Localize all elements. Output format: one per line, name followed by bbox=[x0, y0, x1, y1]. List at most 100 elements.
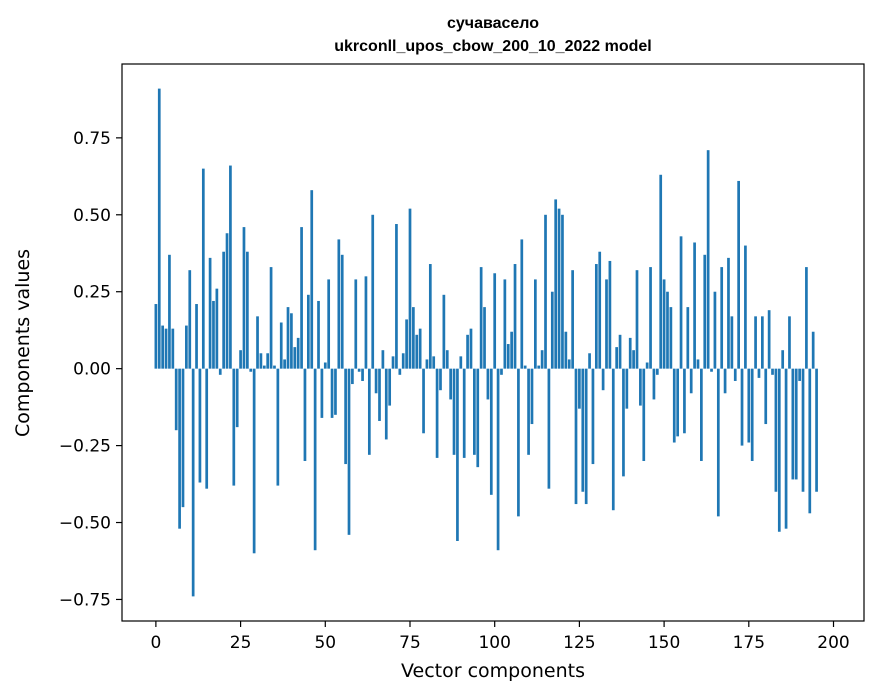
y-axis-label: Components values bbox=[12, 249, 34, 437]
x-tick-label: 175 bbox=[733, 633, 765, 653]
bar-32 bbox=[262, 365, 266, 369]
bar-39 bbox=[286, 307, 290, 369]
bar-171 bbox=[733, 368, 737, 381]
bar-127 bbox=[584, 368, 588, 505]
bar-160 bbox=[696, 359, 700, 369]
bar-166 bbox=[716, 368, 720, 517]
bar-77 bbox=[415, 334, 419, 369]
bar-175 bbox=[747, 368, 751, 443]
bar-153 bbox=[672, 368, 676, 443]
bar-98 bbox=[486, 368, 490, 400]
bar-109 bbox=[523, 365, 527, 369]
bar-69 bbox=[388, 368, 392, 406]
bar-143 bbox=[639, 368, 642, 406]
bar-133 bbox=[605, 279, 608, 369]
bar-34 bbox=[269, 267, 273, 369]
bar-61 bbox=[361, 368, 364, 381]
x-tick-label: 125 bbox=[563, 633, 595, 653]
bar-173 bbox=[740, 368, 744, 446]
bar-28 bbox=[249, 368, 253, 372]
y-tick-label: −0.75 bbox=[59, 590, 111, 610]
bar-81 bbox=[428, 264, 432, 369]
bar-167 bbox=[720, 267, 724, 369]
chart-title: сучавасело bbox=[447, 15, 539, 32]
x-tick-label: 25 bbox=[230, 633, 252, 653]
bar-152 bbox=[669, 307, 673, 369]
bar-70 bbox=[391, 356, 395, 369]
bar-120 bbox=[561, 214, 564, 369]
bar-189 bbox=[794, 368, 798, 480]
bar-126 bbox=[581, 368, 585, 492]
bar-31 bbox=[259, 353, 263, 369]
bar-74 bbox=[405, 319, 408, 369]
bar-3 bbox=[164, 328, 168, 369]
bar-88 bbox=[452, 368, 456, 455]
bar-148 bbox=[655, 368, 659, 375]
bar-72 bbox=[398, 368, 402, 375]
chart-subtitle: ukrconll_upos_cbow_200_10_2022 model bbox=[334, 38, 651, 55]
bar-101 bbox=[496, 368, 500, 551]
bar-67 bbox=[381, 350, 385, 369]
x-tick-label: 150 bbox=[648, 633, 680, 653]
bar-78 bbox=[418, 328, 422, 369]
plot-frame bbox=[121, 63, 865, 622]
x-tick-label: 50 bbox=[314, 633, 336, 653]
bar-27 bbox=[246, 251, 249, 369]
y-tick-label: 0.50 bbox=[73, 206, 111, 226]
bar-164 bbox=[710, 368, 713, 372]
bar-59 bbox=[354, 279, 358, 369]
bar-55 bbox=[340, 254, 344, 369]
bar-45 bbox=[306, 294, 310, 369]
bar-42 bbox=[296, 337, 300, 369]
bar-147 bbox=[652, 368, 656, 400]
bar-195 bbox=[815, 368, 818, 492]
bar-106 bbox=[513, 264, 517, 369]
bar-119 bbox=[557, 208, 561, 369]
bar-92 bbox=[466, 334, 469, 369]
bar-97 bbox=[483, 307, 486, 369]
bar-19 bbox=[218, 368, 222, 375]
bar-82 bbox=[432, 356, 436, 369]
bar-131 bbox=[598, 251, 602, 369]
bar-51 bbox=[327, 279, 331, 369]
x-tick-label: 0 bbox=[150, 633, 161, 653]
bar-140 bbox=[628, 337, 632, 369]
bar-161 bbox=[700, 368, 703, 461]
bar-20 bbox=[222, 251, 225, 369]
y-tick-label: −0.25 bbox=[59, 437, 111, 457]
bar-170 bbox=[730, 316, 734, 369]
bar-50 bbox=[323, 362, 327, 369]
bar-149 bbox=[659, 174, 663, 369]
bar-169 bbox=[727, 257, 730, 369]
bar-87 bbox=[449, 368, 452, 400]
bar-71 bbox=[395, 224, 398, 369]
bar-159 bbox=[693, 242, 696, 369]
bar-121 bbox=[564, 331, 568, 369]
bar-0 bbox=[154, 304, 158, 369]
bar-33 bbox=[266, 353, 270, 369]
bar-125 bbox=[578, 368, 581, 409]
bar-132 bbox=[601, 368, 605, 391]
bar-62 bbox=[364, 276, 368, 369]
bar-63 bbox=[367, 368, 371, 455]
y-axis-ticks: −0.75 −0.50 −0.25 0.00 0.25 0.50 0.75 bbox=[59, 129, 122, 610]
bar-41 bbox=[293, 347, 297, 369]
bar-73 bbox=[401, 353, 405, 369]
bar-30 bbox=[256, 316, 259, 369]
bar-188 bbox=[791, 368, 795, 480]
bar-174 bbox=[744, 245, 747, 369]
bar-115 bbox=[544, 214, 547, 369]
bar-178 bbox=[757, 368, 761, 378]
x-axis-ticks: 0 25 50 75 100 125 150 175 200 bbox=[150, 621, 850, 653]
bar-187 bbox=[788, 316, 791, 369]
bar-190 bbox=[798, 368, 801, 381]
bar-118 bbox=[554, 199, 558, 369]
x-axis-label: Vector components bbox=[401, 660, 585, 682]
bar-110 bbox=[527, 368, 530, 455]
bar-86 bbox=[445, 350, 449, 369]
bar-76 bbox=[412, 307, 415, 369]
bar-37 bbox=[279, 322, 283, 369]
bar-103 bbox=[503, 279, 507, 369]
bar-58 bbox=[351, 368, 354, 385]
bar-155 bbox=[679, 236, 683, 369]
